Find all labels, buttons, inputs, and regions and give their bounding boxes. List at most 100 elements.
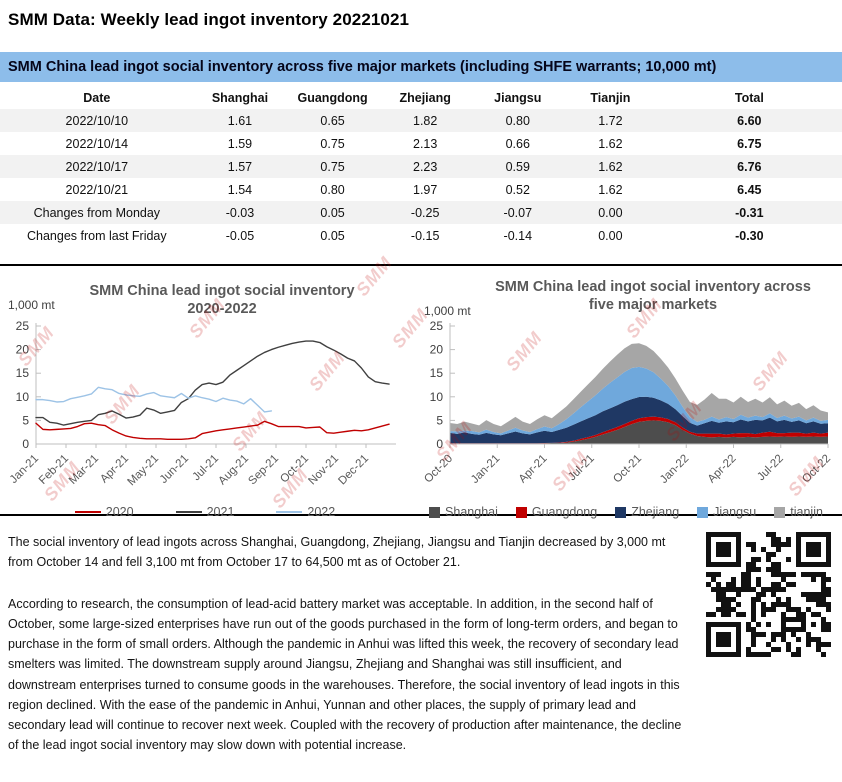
table-cell: 1.62 xyxy=(598,136,623,151)
table-cell: 6.75 xyxy=(737,136,762,151)
area-band-Guangdong xyxy=(450,416,828,444)
line-series-2021 xyxy=(35,340,390,426)
section-divider-bottom xyxy=(0,514,842,516)
legend-label: 2021 xyxy=(206,505,235,519)
legend-item: tianjin xyxy=(774,505,823,519)
svg-text:25: 25 xyxy=(430,320,444,333)
svg-text:Dec-21: Dec-21 xyxy=(336,453,371,488)
svg-text:15: 15 xyxy=(16,366,30,380)
legend-label: Shanghai xyxy=(445,505,498,519)
legend-line-swatch xyxy=(175,511,202,513)
legend-item: Guangdong xyxy=(515,505,598,519)
table-cell: 1.97 xyxy=(413,182,438,197)
svg-text:Mar-21: Mar-21 xyxy=(67,453,101,487)
line-chart-legend: 2020 2021 2022 xyxy=(0,505,410,519)
svg-text:Oct-20: Oct-20 xyxy=(422,453,455,486)
table-row: 2022/10/17 1.57 0.75 2.23 0.59 1.62 6.76 xyxy=(0,155,842,178)
svg-text:Oct-22: Oct-22 xyxy=(800,453,833,486)
svg-text:15: 15 xyxy=(430,366,444,380)
table-cell: 0.80 xyxy=(320,182,345,197)
svg-text:5: 5 xyxy=(22,413,29,427)
table-header-cell: Date xyxy=(83,90,111,105)
table-header-cell: Zhejiang xyxy=(399,90,451,105)
table-cell: 2.23 xyxy=(413,159,438,174)
legend-item: Shanghai xyxy=(429,505,498,519)
commentary-section: The social inventory of lead ingots acro… xyxy=(0,516,842,777)
svg-text:Aug-21: Aug-21 xyxy=(216,453,251,488)
legend-square-swatch xyxy=(615,506,627,518)
svg-text:Oct-21: Oct-21 xyxy=(278,453,311,486)
paragraph-analysis: According to research, the consumption o… xyxy=(8,596,682,753)
line-series-2020 xyxy=(35,420,390,440)
legend-label: Zhejiang xyxy=(631,505,680,519)
table-cell: 0.75 xyxy=(320,159,345,174)
table-cell: -0.07 xyxy=(503,205,533,220)
table-cell: 1.61 xyxy=(227,113,253,128)
svg-text:Jun-21: Jun-21 xyxy=(158,453,191,486)
legend-line-swatch xyxy=(276,511,303,513)
svg-text:Jan-21: Jan-21 xyxy=(469,453,502,486)
table-cell: 0.05 xyxy=(320,228,345,243)
line-chart-2020-2022: 1,000 mt SMM China lead ingot social inv… xyxy=(0,272,410,519)
svg-text:Feb-21: Feb-21 xyxy=(37,453,71,487)
table-cell: 2022/10/10 xyxy=(65,113,129,128)
table-row: 2022/10/21 1.54 0.80 1.97 0.52 1.62 6.45 xyxy=(0,178,842,201)
table-row: Changes from Monday -0.03 0.05 -0.25 -0.07 0.… xyxy=(0,201,842,224)
table-cell: 2022/10/21 xyxy=(65,182,129,197)
svg-text:10: 10 xyxy=(16,390,30,404)
qr-code-image xyxy=(706,532,831,657)
table-cell: Changes from Monday xyxy=(33,205,161,220)
table-cell: 0.00 xyxy=(598,205,623,220)
line-chart-plot: 0510152025Jan-21Feb-21Mar-21Apr-21May-21… xyxy=(8,319,396,489)
stacked-area-chart: 1,000 mt SMM China lead ingot social inv… xyxy=(410,272,842,519)
legend-item: Jiangsu xyxy=(697,505,756,519)
table-cell: 6.76 xyxy=(737,159,762,174)
table-cell: 1.82 xyxy=(413,113,438,128)
commentary-text: The social inventory of lead ingots acro… xyxy=(8,532,706,777)
legend-item: Zhejiang xyxy=(615,505,679,519)
table-cell: 6.60 xyxy=(737,113,762,128)
charts-section: 1,000 mt SMM China lead ingot social inv… xyxy=(0,253,842,519)
table-cell: Changes from last Friday xyxy=(27,228,167,243)
table-cell: -0.31 xyxy=(735,205,764,220)
svg-text:May-21: May-21 xyxy=(126,453,162,489)
area-band-Jiangsu xyxy=(450,366,828,436)
svg-text:Nov-21: Nov-21 xyxy=(306,453,341,488)
legend-square-swatch xyxy=(697,506,709,518)
table-cell: -0.25 xyxy=(410,205,440,220)
legend-square-swatch xyxy=(774,506,786,518)
table-cell: 0.65 xyxy=(320,113,345,128)
table-header-cell: Guangdong xyxy=(297,90,368,105)
area-band-tianjin xyxy=(450,343,828,434)
area-band-Zhejiang xyxy=(450,396,828,444)
table-cell: 1.59 xyxy=(227,136,253,151)
svg-text:25: 25 xyxy=(16,320,30,333)
svg-text:0: 0 xyxy=(22,437,29,451)
legend-item: 2022 xyxy=(276,505,335,519)
table-header-cell: Jiangsu xyxy=(494,90,542,105)
svg-text:Jan-22: Jan-22 xyxy=(658,453,691,486)
svg-text:Oct-21: Oct-21 xyxy=(611,453,644,486)
table-cell: -0.15 xyxy=(410,228,440,243)
table-cell: 2.13 xyxy=(413,136,438,151)
table-header-cell: Total xyxy=(734,90,764,105)
line-chart-title: SMM China lead ingot social inventory 20… xyxy=(89,283,355,318)
legend-label: Guangdong xyxy=(531,505,598,519)
svg-text:Apr-22: Apr-22 xyxy=(706,453,739,486)
table-cell: 6.45 xyxy=(737,182,762,197)
svg-text:Jul-21: Jul-21 xyxy=(566,453,597,484)
table-cell: -0.03 xyxy=(225,205,255,220)
qr-code xyxy=(706,532,834,777)
legend-label: 2022 xyxy=(307,505,336,519)
legend-label: Jiangsu xyxy=(713,505,757,519)
table-row: 2022/10/14 1.59 0.75 2.13 0.66 1.62 6.75 xyxy=(0,132,842,155)
table-cell: 1.54 xyxy=(227,182,253,197)
table-header: Date Shanghai Guangdong Zhejiang Jiangsu Tian… xyxy=(0,86,842,109)
table-banner: SMM China lead ingot social inventory ac… xyxy=(0,52,842,82)
y-axis-unit-label: 1,000 mt xyxy=(8,298,55,312)
table-row: 2022/10/10 1.61 0.65 1.82 0.80 1.72 6.60 xyxy=(0,109,842,132)
svg-text:Apr-21: Apr-21 xyxy=(517,453,550,486)
table-cell: 0.52 xyxy=(505,182,530,197)
legend-label: 2020 xyxy=(105,505,134,519)
area-chart-title: SMM China lead ingot social inventory ac… xyxy=(495,279,811,314)
